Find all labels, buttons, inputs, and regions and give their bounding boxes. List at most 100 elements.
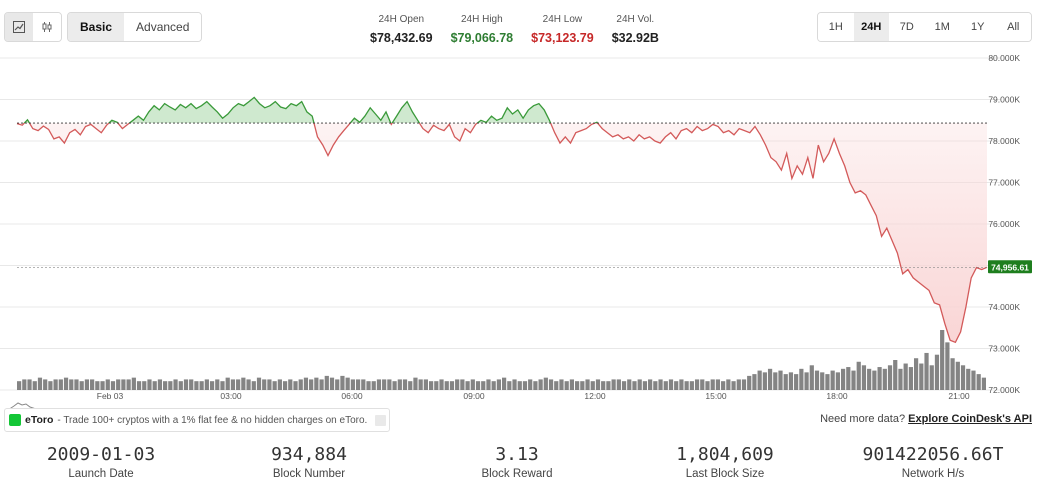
chart-mode-toggle: Basic Advanced [67, 12, 203, 42]
metric-value: 3.13 [495, 444, 539, 465]
close-icon[interactable] [375, 414, 387, 426]
metric-label: Network H/s [901, 468, 965, 480]
volume-bar [684, 381, 689, 390]
line-chart-icon[interactable] [5, 13, 33, 41]
volume-bar [418, 379, 423, 390]
volume-bar [345, 377, 350, 390]
range-24h-button[interactable]: 24H [853, 13, 889, 41]
volume-bar [361, 379, 366, 390]
volume-bar [757, 370, 762, 390]
volume-bar [470, 379, 475, 390]
volume-bar [966, 368, 971, 390]
volume-bar [908, 367, 913, 390]
y-tick-label: 74.000K [988, 302, 1020, 312]
volume-bar [898, 368, 903, 390]
volume-bar [522, 381, 528, 390]
volume-bar [382, 379, 387, 390]
volume-bar [236, 379, 241, 390]
volume-bar [668, 379, 674, 390]
volume-bar [694, 379, 700, 390]
metric-block-number: 934,884 Block Number [224, 444, 394, 480]
volume-bar [637, 379, 642, 390]
volume-bar [335, 379, 340, 390]
volume-bar [355, 379, 361, 390]
range-all-button[interactable]: All [995, 13, 1031, 41]
advanced-mode-button[interactable]: Advanced [124, 13, 202, 41]
x-tick-label: 15:00 [705, 391, 727, 400]
volume-bar [288, 379, 293, 390]
volume-bar [194, 381, 199, 390]
volume-bar [204, 379, 209, 390]
volume-bar [157, 379, 163, 390]
volume-bar [209, 381, 215, 390]
volume-bar [282, 381, 288, 390]
metric-label: Last Block Size [685, 468, 765, 480]
volume-bar [794, 374, 799, 390]
range-1m-button[interactable]: 1M [924, 13, 960, 41]
volume-bar [163, 381, 168, 390]
range-7d-button[interactable]: 7D [889, 13, 925, 41]
volume-bar [168, 381, 173, 390]
volume-bar [340, 375, 345, 390]
volume-bar [648, 379, 653, 390]
volume-bar [642, 381, 648, 390]
volume-bar [402, 379, 408, 390]
volume-bar [423, 379, 428, 390]
y-tick-label: 72.000K [988, 385, 1020, 395]
volume-bar [173, 379, 178, 390]
volume-bar [538, 379, 543, 390]
candlestick-icon[interactable] [33, 13, 61, 41]
volume-bar [434, 381, 439, 390]
volume-bar [658, 379, 663, 390]
volume-bar [543, 377, 548, 390]
volume-bar [502, 377, 507, 390]
volume-bar [350, 379, 355, 390]
volume-bar [444, 381, 449, 390]
explore-api-link[interactable]: Explore CoinDesk's API [908, 413, 1032, 425]
volume-bar [830, 370, 835, 390]
volume-bar [799, 368, 804, 390]
volume-bar [825, 374, 830, 390]
volume-bar [627, 379, 632, 390]
x-tick-label: 09:00 [463, 391, 485, 400]
volume-bar [773, 372, 778, 390]
volume-bar [715, 379, 721, 390]
volume-bar [934, 354, 940, 390]
metric-value: 901422056.66T [862, 444, 1004, 465]
volume-bar [142, 381, 147, 390]
volume-bar [69, 379, 74, 390]
volume-bar [230, 379, 236, 390]
volume-bar [788, 372, 794, 390]
metric-label: Block Reward [481, 468, 553, 480]
volume-bar [814, 370, 820, 390]
volume-bar [126, 379, 131, 390]
volume-bar [705, 381, 710, 390]
etoro-logo-icon [9, 414, 21, 426]
volume-bar [595, 379, 601, 390]
stat-value: $78,432.69 [370, 31, 433, 45]
volume-bar [293, 381, 298, 390]
price-chart[interactable]: 80.000K79.000K78.000K77.000K76.000K75.00… [0, 0, 1039, 400]
range-1y-button[interactable]: 1Y [960, 13, 996, 41]
volume-bar [475, 381, 481, 390]
volume-bar [945, 342, 950, 390]
volume-bar [877, 367, 882, 390]
volume-bar [460, 379, 465, 390]
volume-bar [867, 368, 872, 390]
volume-bar [215, 379, 220, 390]
volume-bar [564, 381, 569, 390]
volume-bar [731, 381, 736, 390]
volume-bar [955, 361, 960, 390]
volume-bar [971, 370, 976, 390]
basic-mode-button[interactable]: Basic [68, 13, 125, 41]
volume-bar [251, 381, 256, 390]
range-1h-button[interactable]: 1H [818, 13, 854, 41]
metric-label: Launch Date [68, 468, 134, 480]
volume-bar [783, 374, 788, 390]
etoro-ad-banner[interactable]: eToro - Trade 100+ cryptos with a 1% fla… [4, 408, 390, 432]
volume-bar [392, 381, 397, 390]
volume-bar [220, 381, 225, 390]
stat-value: $79,066.78 [450, 31, 514, 45]
volume-bar [548, 379, 554, 390]
api-promo: Need more data? Explore CoinDesk's API [820, 413, 1032, 425]
